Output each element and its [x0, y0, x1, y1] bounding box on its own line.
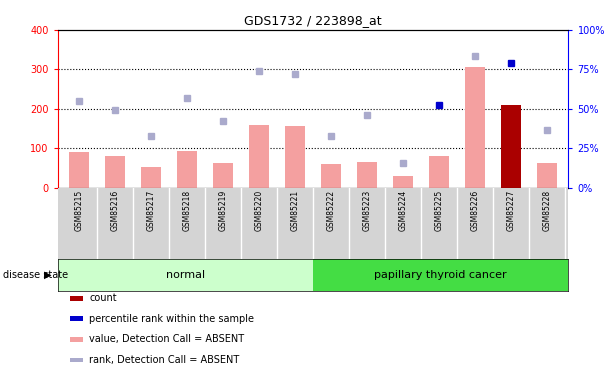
Text: GSM85221: GSM85221 [291, 190, 300, 231]
Bar [105, 156, 125, 188]
Text: disease state: disease state [3, 270, 68, 280]
Text: GSM85219: GSM85219 [219, 190, 228, 231]
Text: GSM85223: GSM85223 [362, 190, 371, 231]
Text: GSM85227: GSM85227 [506, 190, 516, 231]
Text: GSM85215: GSM85215 [75, 190, 84, 231]
Bar [249, 124, 269, 188]
Text: value, Detection Call = ABSENT: value, Detection Call = ABSENT [89, 334, 244, 344]
Text: GSM85226: GSM85226 [471, 190, 480, 231]
Text: GSM85228: GSM85228 [542, 190, 551, 231]
Text: GSM85217: GSM85217 [147, 190, 156, 231]
Bar [285, 126, 305, 188]
Bar [393, 176, 413, 188]
Text: GSM85222: GSM85222 [326, 190, 336, 231]
Bar [313, 259, 568, 291]
Bar [357, 162, 377, 188]
Text: rank, Detection Call = ABSENT: rank, Detection Call = ABSENT [89, 355, 240, 365]
Title: GDS1732 / 223898_at: GDS1732 / 223898_at [244, 15, 382, 27]
Bar [142, 167, 161, 188]
Text: GSM85220: GSM85220 [255, 190, 264, 231]
Text: GSM85225: GSM85225 [435, 190, 443, 231]
Text: papillary thyroid cancer: papillary thyroid cancer [375, 270, 507, 280]
Text: GSM85218: GSM85218 [183, 190, 192, 231]
Bar [537, 163, 557, 188]
Bar [58, 259, 313, 291]
Text: GSM85216: GSM85216 [111, 190, 120, 231]
Bar [178, 151, 197, 188]
Text: ▶: ▶ [44, 270, 52, 280]
Bar [465, 68, 485, 188]
Bar [213, 163, 233, 188]
Bar [501, 105, 521, 188]
Text: percentile rank within the sample: percentile rank within the sample [89, 314, 254, 324]
Bar [69, 152, 89, 188]
Bar [429, 156, 449, 188]
Text: normal: normal [166, 270, 205, 280]
Bar [321, 164, 341, 188]
Text: GSM85224: GSM85224 [398, 190, 407, 231]
Text: count: count [89, 293, 117, 303]
